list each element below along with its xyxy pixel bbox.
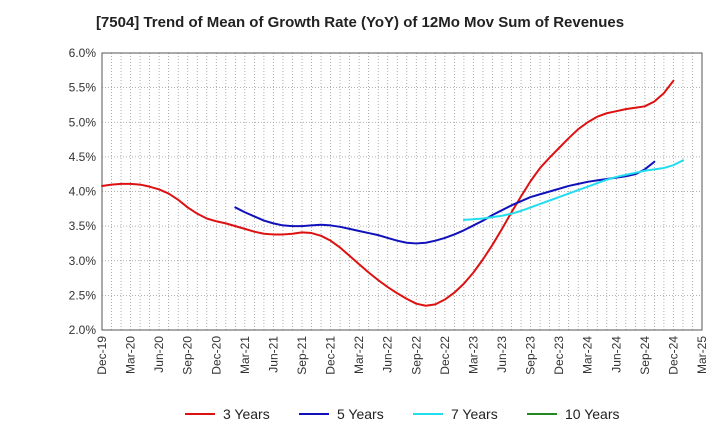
legend-label: 5 Years — [337, 406, 384, 422]
x-tick-label: Mar-25 — [695, 336, 709, 374]
legend-label: 3 Years — [223, 406, 270, 422]
x-tick-label: Mar-23 — [466, 336, 480, 374]
y-tick-label: 3.5% — [69, 219, 97, 233]
legend: 3 Years 5 Years 7 Years 10 Years — [185, 406, 620, 422]
series-line-5-years — [234, 160, 656, 245]
x-tick-label: Mar-20 — [124, 336, 138, 374]
x-tick-label: Mar-22 — [352, 336, 366, 374]
legend-label: 7 Years — [451, 406, 498, 422]
x-tick-label: Jun-23 — [495, 336, 509, 373]
legend-label: 10 Years — [565, 406, 620, 422]
x-tick-label: Dec-22 — [438, 336, 452, 375]
x-tick-label: Jun-22 — [381, 336, 395, 373]
x-tick-label: Jun-21 — [266, 336, 280, 373]
x-tick-label: Sep-23 — [524, 336, 538, 375]
x-tick-label: Sep-20 — [181, 336, 195, 375]
series-line-7-years — [462, 159, 684, 221]
y-tick-label: 5.0% — [69, 115, 97, 129]
x-tick-label: Mar-24 — [581, 336, 595, 374]
x-tick-label: Dec-19 — [95, 336, 109, 375]
x-tick-label: Sep-24 — [638, 336, 652, 375]
y-tick-label: 2.0% — [69, 323, 97, 337]
x-tick-label: Dec-20 — [209, 336, 223, 375]
x-tick-label: Mar-21 — [238, 336, 252, 374]
plot-border — [101, 52, 703, 331]
x-tick-label: Jun-24 — [609, 336, 623, 373]
x-tick-label: Sep-21 — [295, 336, 309, 375]
x-tick-label: Dec-24 — [666, 336, 680, 375]
y-tick-label: 5.5% — [69, 81, 97, 95]
x-tick-label: Dec-23 — [552, 336, 566, 375]
y-tick-label: 2.5% — [69, 288, 97, 302]
y-tick-label: 4.5% — [69, 150, 97, 164]
y-tick-label: 4.0% — [69, 185, 97, 199]
chart-title: [7504] Trend of Mean of Growth Rate (YoY… — [95, 14, 625, 31]
x-tick-label: Jun-20 — [152, 336, 166, 373]
x-tick-label: Dec-21 — [324, 336, 338, 375]
series-line-3-years — [101, 79, 675, 307]
y-tick-label: 3.0% — [69, 254, 97, 268]
x-tick-label: Sep-22 — [409, 336, 423, 375]
y-tick-label: 6.0% — [69, 46, 97, 60]
